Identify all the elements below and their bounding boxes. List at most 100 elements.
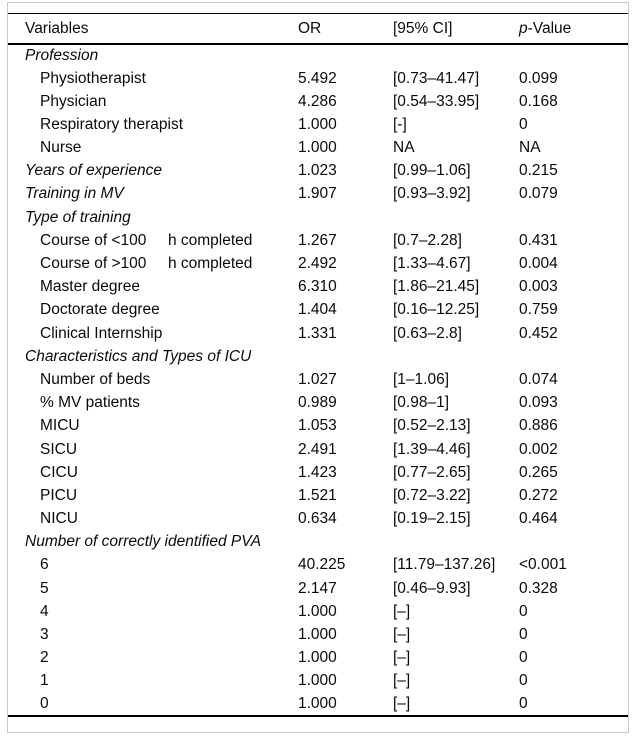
or-value: 1.000: [298, 115, 337, 133]
or-value: 2.147: [298, 579, 337, 597]
p-symbol: p: [519, 19, 528, 37]
p-value: 0: [519, 115, 528, 133]
variable-label: Number of beds: [40, 370, 151, 388]
p-value: [519, 44, 628, 67]
or-value: [298, 345, 393, 368]
or-value: 4.286: [298, 92, 337, 110]
table-row: 6 40.225 [11.79–137.26] <0.001: [8, 554, 628, 577]
ci-value: [0.52–2.13]: [393, 417, 471, 435]
section-row: Type of training: [8, 206, 628, 229]
or-value: [298, 530, 393, 553]
p-value: 0.002: [519, 440, 558, 458]
table-row: Physician 4.286 [0.54–33.95] 0.168: [8, 90, 628, 113]
variable-label: NICU: [40, 510, 78, 528]
table-row: Master degree 6.310 [1.86–21.45] 0.003: [8, 275, 628, 298]
p-value: 0.452: [519, 324, 558, 342]
p-value: 0: [519, 602, 528, 620]
p-value: 0.093: [519, 394, 558, 412]
odds-ratio-table: Variables OR [95% CI] p-Value Profession…: [8, 13, 628, 717]
table-row: Nurse 1.000 NA NA: [8, 136, 628, 159]
ci-value: [393, 345, 519, 368]
ci-value: [0.63–2.8]: [393, 324, 462, 342]
ci-value: [0.93–3.92]: [393, 185, 471, 203]
p-value: 0.272: [519, 486, 558, 504]
section-label: Type of training: [25, 208, 131, 226]
p-value: 0.168: [519, 92, 558, 110]
p-value: 0.265: [519, 463, 558, 481]
ci-value: [–]: [393, 602, 411, 620]
variable-label: Master degree: [40, 278, 140, 296]
p-value: NA: [519, 139, 541, 157]
or-value: 1.907: [298, 185, 337, 203]
or-value: 2.492: [298, 255, 337, 273]
or-value: 1.423: [298, 463, 337, 481]
or-value: 1.267: [298, 231, 337, 249]
table-row: Course of >100 h completed 2.492 [1.33–4.6…: [8, 252, 628, 275]
or-value: 1.521: [298, 486, 337, 504]
col-header-pvalue: p-Value: [519, 14, 628, 44]
or-value: 1.000: [298, 626, 337, 644]
p-value: 0.328: [519, 579, 558, 597]
or-value: 1.331: [298, 324, 337, 342]
or-value: 1.404: [298, 301, 337, 319]
p-value: 0.464: [519, 510, 558, 528]
p-value: 0: [519, 672, 528, 690]
p-value: 0: [519, 626, 528, 644]
or-value: 1.000: [298, 139, 337, 157]
variable-label: Course of >100 h completed: [40, 255, 253, 273]
ci-value: [1.39–4.46]: [393, 440, 471, 458]
or-value: 6.310: [298, 278, 337, 296]
p-value: 0.003: [519, 278, 558, 296]
p-value: <0.001: [519, 556, 567, 574]
variable-label: Physiotherapist: [40, 69, 146, 87]
p-value: 0.431: [519, 231, 558, 249]
ci-value: [–]: [393, 695, 411, 713]
variable-label: 2: [40, 649, 49, 667]
variable-label: MICU: [40, 417, 80, 435]
ci-value: [0.98–1]: [393, 394, 450, 412]
ci-value: [1.86–21.45]: [393, 278, 480, 296]
variable-label: 0: [40, 695, 49, 713]
ci-value: [0.72–3.22]: [393, 486, 471, 504]
ci-value: [1.33–4.67]: [393, 255, 471, 273]
or-value: 2.491: [298, 440, 337, 458]
table-row: Physiotherapist 5.492 [0.73–41.47] 0.099: [8, 67, 628, 90]
variable-label: 3: [40, 626, 49, 644]
ci-value: [1–1.06]: [393, 370, 450, 388]
variable-label: Nurse: [40, 139, 82, 157]
ci-value: [0.16–12.25]: [393, 301, 480, 319]
table-row: PICU 1.521 [0.72–3.22] 0.272: [8, 484, 628, 507]
p-value: 0: [519, 695, 528, 713]
or-value: 1.027: [298, 370, 337, 388]
table-row: SICU 2.491 [1.39–4.46] 0.002: [8, 438, 628, 461]
table-row: 5 2.147 [0.46–9.93] 0.328: [8, 577, 628, 600]
variable-label: 4: [40, 602, 49, 620]
ci-value: [-]: [393, 115, 407, 133]
section-label: Years of experience: [25, 162, 163, 180]
variable-label: Clinical Internship: [40, 324, 163, 342]
ci-value: [393, 44, 519, 67]
or-value: 40.225: [298, 556, 346, 574]
or-value: 5.492: [298, 69, 337, 87]
table-row: Clinical Internship 1.331 [0.63–2.8] 0.452: [8, 322, 628, 345]
section-row: Profession: [8, 44, 628, 67]
or-value: [298, 44, 393, 67]
or-value: [298, 206, 393, 229]
ci-value: [0.73–41.47]: [393, 69, 480, 87]
p-value: [519, 206, 628, 229]
section-label: Profession: [25, 46, 99, 64]
ci-value: [0.54–33.95]: [393, 92, 480, 110]
header-row: Variables OR [95% CI] p-Value: [8, 14, 628, 44]
or-value: 0.989: [298, 394, 337, 412]
variable-label: % MV patients: [40, 394, 140, 412]
table-row: Doctorate degree 1.404 [0.16–12.25] 0.759: [8, 299, 628, 322]
or-value: 1.000: [298, 695, 337, 713]
variable-label: 1: [40, 672, 49, 690]
ci-value: [0.19–2.15]: [393, 510, 471, 528]
p-value: 0.079: [519, 185, 558, 203]
table-row: 4 1.000 [–] 0: [8, 600, 628, 623]
table-row: MICU 1.053 [0.52–2.13] 0.886: [8, 415, 628, 438]
or-value: 1.000: [298, 602, 337, 620]
variable-label: 6: [40, 556, 49, 574]
variable-label: CICU: [40, 463, 78, 481]
